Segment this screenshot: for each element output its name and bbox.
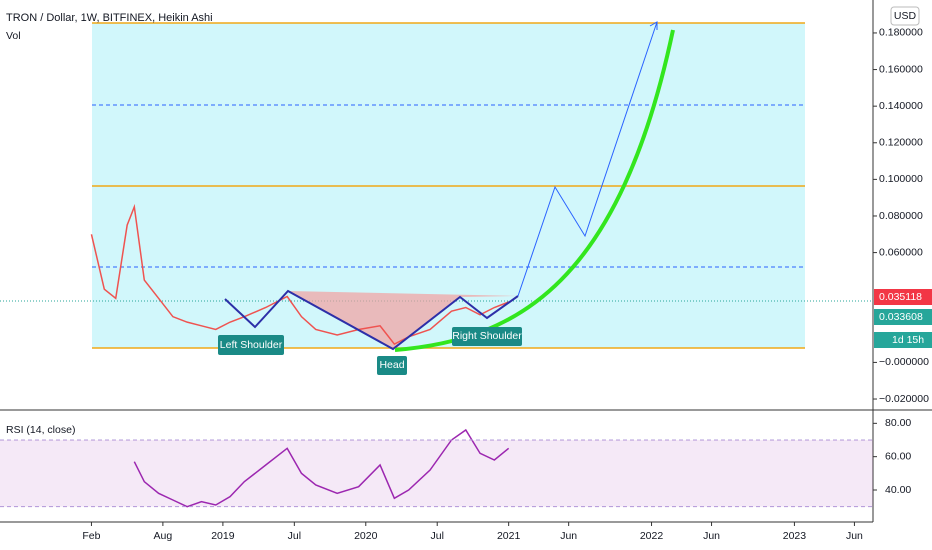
- arrow-head: [649, 21, 658, 30]
- label-box: [377, 356, 407, 375]
- x-tick-label: Jun: [846, 530, 863, 542]
- projection-curve: [394, 29, 675, 352]
- price-label: 0.035118: [879, 291, 922, 303]
- price-tag: [874, 332, 932, 348]
- y-tick-label: 0.080000: [879, 210, 923, 222]
- y-tick-label: 80.00: [885, 417, 911, 429]
- x-tick-label: Jul: [430, 530, 443, 542]
- head-shoulders: [224, 289, 519, 351]
- rsi-band-fill: [0, 440, 873, 507]
- annotation: Left Shoulder: [220, 339, 283, 351]
- projection-arrow: [517, 21, 658, 297]
- price-tag: [874, 309, 932, 325]
- y-tick-label: 0.180000: [879, 27, 923, 39]
- x-tick-label: 2020: [354, 530, 378, 542]
- x-tick-label: 2019: [211, 530, 235, 542]
- x-tick-label: Jul: [288, 530, 301, 542]
- y-tick-label: 0.120000: [879, 137, 923, 149]
- currency-box[interactable]: [890, 6, 920, 26]
- currency: USD: [894, 10, 917, 22]
- y-tick-label: 40.00: [885, 484, 911, 496]
- y-tick-label: 0.100000: [879, 173, 923, 185]
- y-tick-label: −0.000000: [879, 356, 929, 368]
- x-tick-label: 2023: [783, 530, 807, 542]
- y-tick-label: −0.020000: [879, 393, 929, 405]
- y-tick-label: 0.060000: [879, 246, 923, 258]
- price-line: [90, 203, 509, 346]
- x-tick-label: 2021: [497, 530, 521, 542]
- x-tick-label: Jun: [703, 530, 720, 542]
- x-tick-label: Aug: [154, 530, 173, 542]
- label-box: [452, 327, 522, 346]
- x-tick-label: Feb: [82, 530, 100, 542]
- price-label: 0.033608: [879, 311, 923, 323]
- price-tag: [874, 289, 932, 305]
- x-tick-label: 2022: [640, 530, 664, 542]
- annotation: Right Shoulder: [452, 330, 522, 342]
- rsi-line: [133, 428, 510, 508]
- label-box: [218, 335, 284, 355]
- y-tick-label: 0.160000: [879, 63, 923, 75]
- annotation: Head: [379, 359, 404, 371]
- x-tick-label: Jun: [560, 530, 577, 542]
- y-tick-label: 60.00: [885, 450, 911, 462]
- y-tick-label: 0.140000: [879, 100, 923, 112]
- chart-title: TRON / Dollar, 1W, BITFINEX, Heikin Ashi: [6, 12, 213, 24]
- countdown: 1d 15h: [892, 334, 924, 346]
- rsi-label: RSI (14, close): [6, 424, 75, 436]
- pattern-fill: [288, 291, 518, 349]
- volume-label: Vol: [6, 30, 21, 42]
